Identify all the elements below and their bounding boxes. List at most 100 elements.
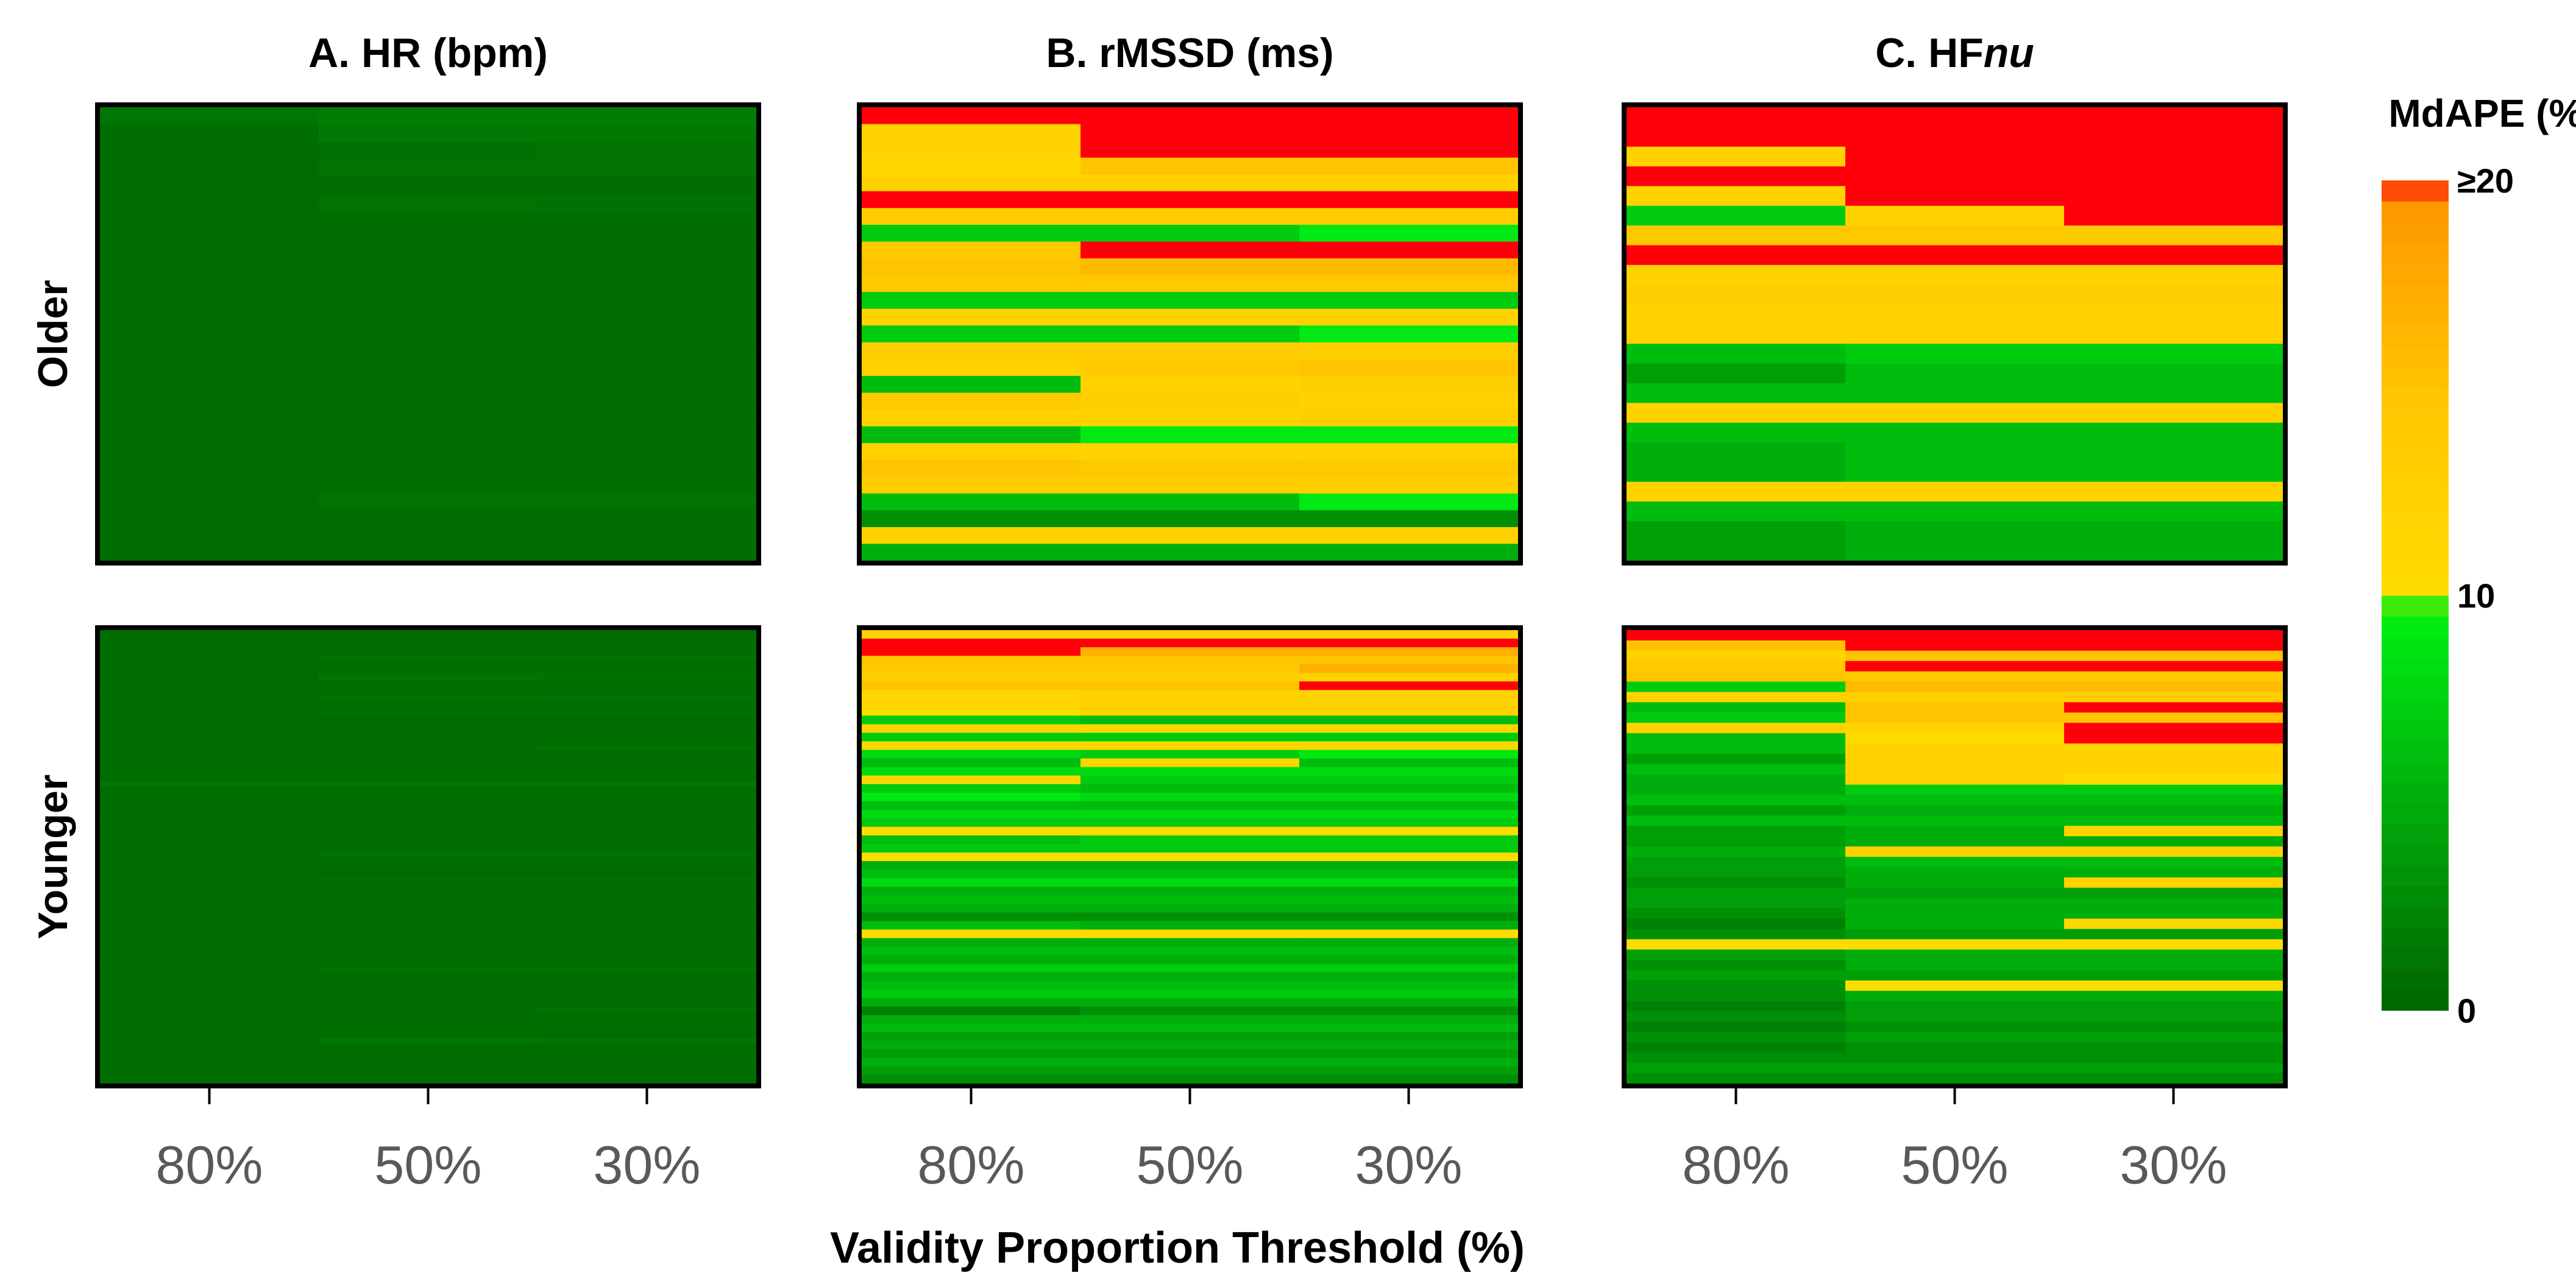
heatmap-cell [2064,805,2283,816]
heatmap-cell [319,246,538,265]
heatmap-cell [538,892,757,898]
heatmap-cell [1080,972,1300,982]
heatmap-cell [862,1049,1081,1059]
heatmap-cell [2064,1052,2283,1063]
heatmap-cell [1299,392,1519,410]
heatmap-cell [319,857,538,862]
heatmap-cell [1080,912,1300,921]
heatmap-cell [100,229,319,247]
heatmap-cell [1299,527,1519,545]
heatmap-cell [1845,324,2065,344]
heatmap-cell [319,690,538,697]
heatmap-cell [319,525,538,544]
heatmap-cell [1080,826,1300,836]
heatmap-cell [319,650,538,656]
heatmap-cell [100,801,319,807]
heatmap-cell [1080,981,1300,990]
heatmap-cell [538,871,757,878]
panel-title-rmssd: B. rMSSD (ms) [1046,30,1333,76]
heatmap-cell [100,947,319,953]
heatmap-cell [100,927,319,933]
heatmap-cell [2064,753,2283,765]
heatmap-cell [319,751,538,757]
heatmap-cell [1080,1032,1300,1041]
heatmap-cell [538,826,757,832]
heatmap-cell [1299,477,1519,494]
heatmap-cell [1627,960,1846,971]
colorbar-segment [2382,740,2449,762]
heatmap-cell [1845,702,2065,713]
heatmap-cell [1627,867,1846,878]
heatmap-cell [1845,929,2065,940]
heatmap-cell [1080,1023,1300,1033]
heatmap-cell [862,912,1081,921]
heatmap-cell [100,731,319,737]
heatmap-cell [1299,724,1519,734]
heatmap-cell [319,675,538,681]
heatmap-cell [1080,946,1300,956]
heatmap-cell [100,685,319,691]
heatmap-cell [862,392,1081,410]
heatmap-cell [538,957,757,963]
heatmap-cell [1299,707,1519,716]
heatmap-cell [1080,878,1300,887]
heatmap-cell [319,1068,538,1074]
heatmap-cell [538,1048,757,1054]
heatmap-cell [862,342,1081,360]
heatmap-cell [319,635,538,641]
heatmap-cell [2064,225,2283,246]
heatmap-cell [100,791,319,797]
heatmap-cell [538,491,757,509]
heatmap-cell [1080,639,1300,648]
x-tick-label: 50% [1136,1135,1243,1195]
heatmap-cell [1627,205,1846,226]
heatmap-cell [1845,285,2065,305]
heatmap-cell [319,987,538,993]
heatmap-cell [2064,541,2283,561]
heatmap-cell [1627,887,1846,899]
heatmap-cell [1080,1006,1300,1016]
heatmap-cell [319,670,538,676]
heatmap-cell [862,724,1081,734]
heatmap-cell [1627,363,1846,384]
heatmap-cell [100,1048,319,1054]
heatmap-cell [319,811,538,817]
heatmap-cell [1845,815,2065,826]
heatmap-cell [862,861,1081,870]
heatmap-cell [100,882,319,888]
heatmap-cell [319,1002,538,1009]
heatmap-cell [1845,681,2065,693]
heatmap-cell [538,1053,757,1059]
heatmap-cell [538,1073,757,1079]
heatmap-cell [1080,963,1300,973]
heatmap-cell [1080,818,1300,828]
heatmap-cell [319,806,538,812]
colorbar-segment [2382,470,2449,492]
heatmap-cell [1627,541,1846,561]
heatmap-cell [862,224,1081,243]
heatmap-cell [2064,1021,2283,1033]
heatmap-cell [1080,955,1300,965]
x-tick-label: 80% [917,1135,1024,1195]
heatmap-cell [538,746,757,751]
heatmap-cell [538,740,757,747]
heatmap-cell [538,937,757,943]
heatmap-cell [538,690,757,697]
heatmap-cell [862,818,1081,828]
heatmap-cell [538,862,757,868]
heatmap-cell [2064,630,2283,641]
heatmap-cell [1080,1040,1300,1050]
heatmap-cell [538,816,757,822]
heatmap-cell [2064,671,2283,683]
heatmap-cell [2064,743,2283,754]
heatmap-cell [100,851,319,857]
heatmap-cell [2064,363,2283,384]
heatmap-cell [1627,245,1846,266]
heatmap-cell [2064,712,2283,723]
heatmap-cell [319,842,538,848]
heatmap-cell [1627,127,1846,147]
heatmap-cell [1627,344,1846,364]
heatmap-cell [2064,887,2283,899]
heatmap-cell [538,351,757,369]
